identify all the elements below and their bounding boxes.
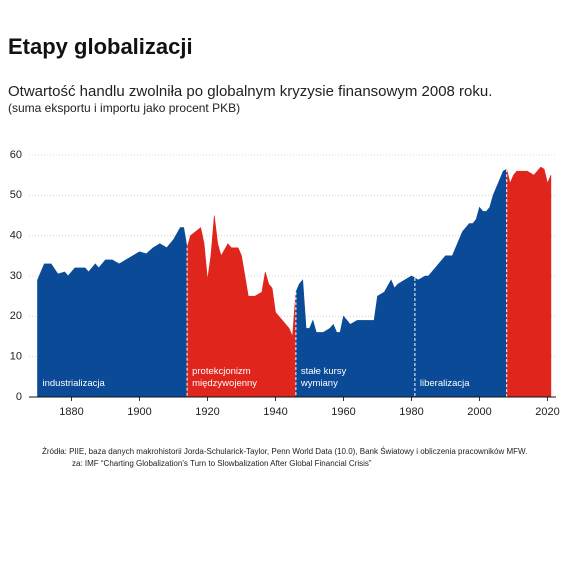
era-label: industrializacja xyxy=(42,378,105,389)
era-label: protekcjonizm międzywojenny xyxy=(192,366,258,389)
y-tick-label: 0 xyxy=(16,391,22,403)
chart-title: Etapy globalizacji xyxy=(8,34,193,59)
y-tick-label: 20 xyxy=(10,310,22,322)
era-label: liberalizacja xyxy=(419,378,470,389)
source: Źródła: PIIE, baza danych makrohistorii … xyxy=(42,447,527,456)
area xyxy=(506,166,552,398)
x-tick-label: 2000 xyxy=(467,406,491,418)
area xyxy=(186,215,297,398)
note: (suma eksportu i importu jako procent PK… xyxy=(8,101,240,115)
source-via: za: IMF “Charting Globalization’s Turn t… xyxy=(72,459,372,468)
y-tick-label: 60 xyxy=(10,149,22,161)
x-tick-label: 1920 xyxy=(195,406,219,418)
x-tick-label: 1900 xyxy=(127,406,151,418)
area xyxy=(37,227,188,398)
y-tick-label: 10 xyxy=(10,351,22,363)
y-tick-label: 30 xyxy=(10,270,22,282)
y-tick-label: 40 xyxy=(10,230,22,242)
x-tick-label: 2020 xyxy=(535,406,559,418)
era-label: stałe kursy wymiany xyxy=(300,366,347,389)
subtitle: Otwartość handlu zwolniła po globalnym k… xyxy=(8,83,492,100)
x-tick-label: 1940 xyxy=(263,406,287,418)
x-tick-label: 1880 xyxy=(59,406,83,418)
y-tick-label: 50 xyxy=(10,189,22,201)
area xyxy=(414,168,507,398)
area xyxy=(295,275,416,398)
x-tick-label: 1980 xyxy=(399,406,423,418)
x-tick-label: 1960 xyxy=(331,406,355,418)
